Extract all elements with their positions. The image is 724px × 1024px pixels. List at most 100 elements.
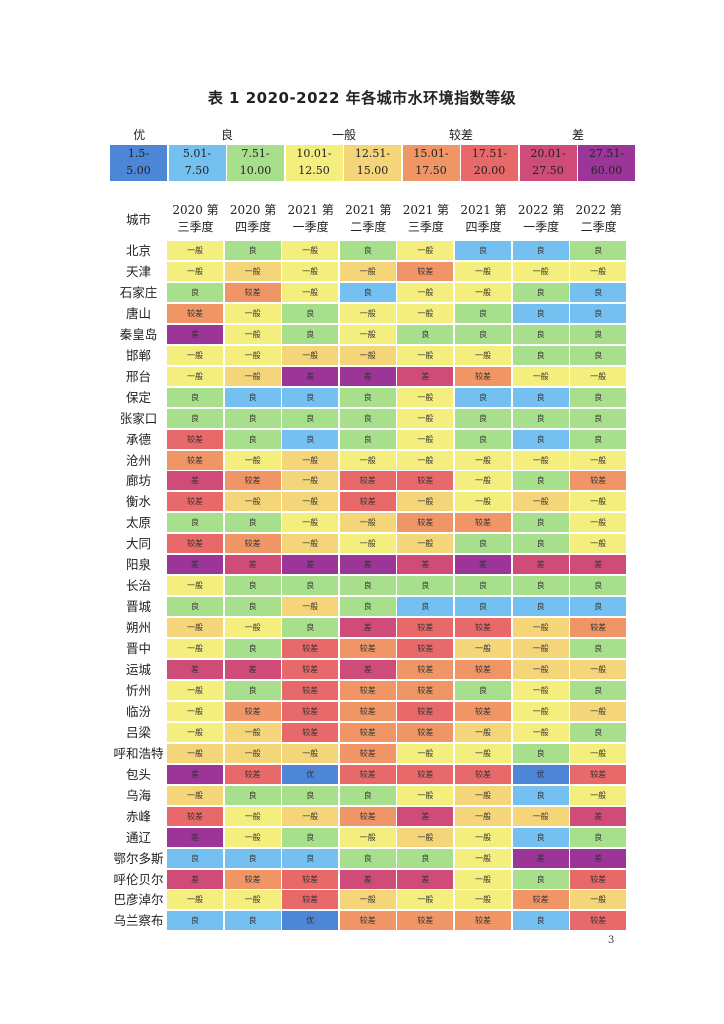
grade-cell: 一般 xyxy=(224,345,281,365)
grade-cell: 较差 xyxy=(570,618,627,638)
grade-cell: 差 xyxy=(339,618,396,638)
grade-cell: 一般 xyxy=(512,701,569,721)
grade-cell: 良 xyxy=(455,680,511,700)
page-number: 3 xyxy=(608,935,615,946)
city-name: 太原 xyxy=(125,515,151,531)
grade-cell: 一般 xyxy=(512,366,569,386)
legend-range-cell: 17.51- 20.00 xyxy=(461,145,518,181)
city-name: 呼伦贝尔 xyxy=(113,871,164,887)
grade-cell: 较差 xyxy=(339,471,396,491)
grade-cell: 良 xyxy=(512,429,569,449)
grade-cell: 良 xyxy=(455,408,511,428)
table-row: 晋中 一般良较差 较差 较差 一般 一般良 xyxy=(110,639,628,659)
grade-cell: 差 xyxy=(339,366,396,386)
grade-cell: 较差 xyxy=(570,764,627,784)
grade-cell: 良 xyxy=(397,848,454,868)
grade-cell: 一般 xyxy=(570,513,627,533)
table-row: 乌海 一般良良良一般 一般良一般 xyxy=(110,785,628,805)
legend-range-cell: 27.51- 60.00 xyxy=(578,145,635,181)
grade-cell: 较差 xyxy=(455,660,511,679)
grade-cell: 良 xyxy=(570,387,627,407)
grade-cell: 较差 xyxy=(455,764,511,784)
grade-cell: 良 xyxy=(339,576,396,596)
grade-cell: 一般 xyxy=(397,241,454,260)
legend-range-start: 15.01- xyxy=(413,147,449,160)
table-row: 秦皇岛差一般良一般良良良良 xyxy=(110,324,628,344)
legend-range-cell: 12.51- 15.00 xyxy=(344,145,401,181)
city-name: 天津 xyxy=(125,263,151,279)
header-quarter-name: 四季度 xyxy=(235,220,272,234)
grade-cell: 一般 xyxy=(339,324,396,344)
table-row: 包头差较差优较差 较差 较差优较差 xyxy=(110,764,628,784)
grade-cell: 良 xyxy=(570,680,627,700)
grade-cell: 较差 xyxy=(339,911,396,931)
grade-cell: 良 xyxy=(224,576,281,596)
city-name: 北京 xyxy=(125,243,151,258)
table-row: 呼和浩特 一般 一般 一般 较差 一般 一般良一般 xyxy=(110,743,628,763)
legend-group-label: 一般 xyxy=(331,128,356,142)
grade-cell: 较差 xyxy=(167,303,223,323)
grade-cell: 一般 xyxy=(397,785,454,805)
grade-cell: 较差 xyxy=(397,722,454,742)
city-name: 包头 xyxy=(125,766,151,782)
grade-cell: 良 xyxy=(339,785,396,805)
table-row: 太原良良一般 一般 较差 较差良一般 xyxy=(110,513,628,533)
grade-cell: 一般 xyxy=(167,345,223,365)
table-row: 廊坊差较差 一般 较差 较差 一般良较差 xyxy=(110,471,628,491)
grade-cell: 差 xyxy=(570,555,627,575)
grade-cell: 一般 xyxy=(397,282,454,302)
header-quarter-name: 三季度 xyxy=(177,220,214,234)
grade-cell: 较差 xyxy=(224,764,281,784)
grade-cell: 差 xyxy=(224,660,281,679)
grade-cell: 较差 xyxy=(397,701,454,721)
grade-cell: 良 xyxy=(570,408,627,428)
legend-range-cell: 20.01- 27.50 xyxy=(519,145,577,181)
legend-range-cell: 7.51- 10.00 xyxy=(227,145,284,181)
grade-cell: 良 xyxy=(512,869,569,889)
grade-cell: 良 xyxy=(455,429,511,449)
legend-range-end: 5.00 xyxy=(126,164,151,177)
grade-cell: 一般 xyxy=(282,492,339,512)
city-name: 张家口 xyxy=(119,410,158,426)
grade-cell: 一般 xyxy=(455,743,511,763)
grade-cell: 一般 xyxy=(570,660,627,679)
grade-cell: 一般 xyxy=(512,722,569,742)
grade-cell: 一般 xyxy=(339,890,396,910)
grade-cell: 一般 xyxy=(570,450,627,470)
grade-cell: 良 xyxy=(512,576,569,596)
grade-cell: 一般 xyxy=(282,534,339,554)
grade-cell: 一般 xyxy=(339,827,396,847)
grade-cell: 一般 xyxy=(224,618,281,638)
grade-cell: 良 xyxy=(512,345,569,365)
grade-cell: 良 xyxy=(570,722,627,742)
legend-range-start: 17.51- xyxy=(471,147,508,160)
grade-cell: 一般 xyxy=(570,534,627,554)
city-name: 通辽 xyxy=(125,829,151,845)
grade-cell: 较差 xyxy=(397,680,454,700)
table-row: 赤峰 较差 一般 一般 较差差一般 一般差 xyxy=(110,806,628,826)
grade-cell: 一般 xyxy=(455,471,511,491)
grade-cell: 较差 xyxy=(339,680,396,700)
grade-cell: 一般 xyxy=(282,345,339,365)
grade-cell: 一般 xyxy=(339,513,396,533)
grade-cell: 一般 xyxy=(570,890,627,910)
grade-cell: 一般 xyxy=(455,492,511,512)
grade-cell: 一般 xyxy=(512,450,569,470)
header-quarter-name: 二季度 xyxy=(350,220,387,234)
grade-cell: 差 xyxy=(339,869,396,889)
grade-cell: 一般 xyxy=(167,743,223,763)
table-row: 邯郸 一般 一般 一般 一般 一般 一般良良 xyxy=(110,345,628,365)
grade-cell: 较差 xyxy=(224,869,281,889)
grade-cell: 较差 xyxy=(339,806,396,826)
table-row: 吕梁 一般 一般 较差 较差 较差 一般 一般良 xyxy=(110,722,628,742)
grade-cell: 较差 xyxy=(282,869,339,889)
grade-cell: 一般 xyxy=(224,806,281,826)
header-quarter-name: 一季度 xyxy=(523,220,560,234)
grade-cell: 良 xyxy=(224,408,281,428)
header-quarter-year: 2022 第 xyxy=(517,203,565,217)
grade-cell: 较差 xyxy=(397,660,454,679)
grade-cell: 良 xyxy=(455,576,511,596)
grade-cell: 一般 xyxy=(167,618,223,638)
grade-cell: 一般 xyxy=(455,450,511,470)
grade-cell: 较差 xyxy=(282,680,339,700)
